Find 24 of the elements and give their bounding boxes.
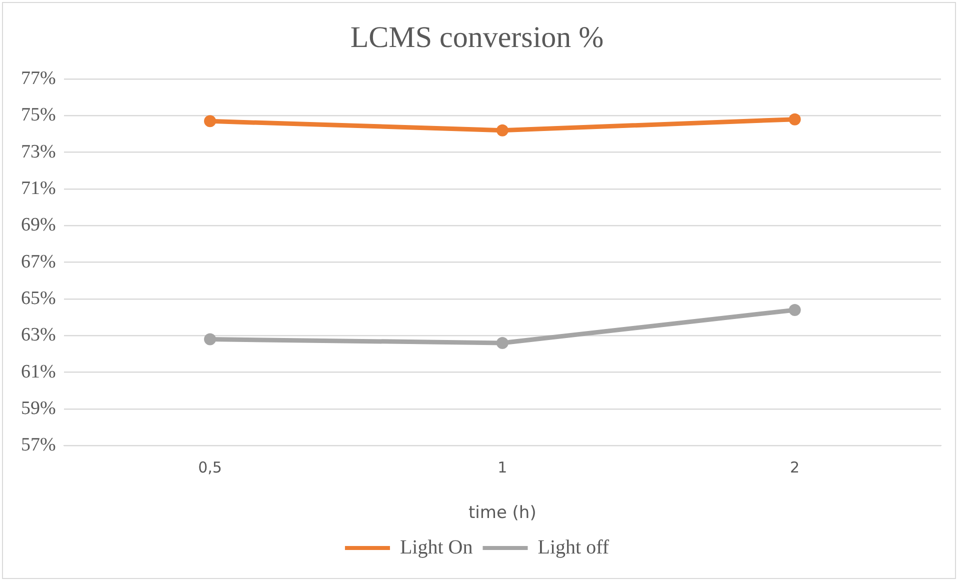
y-tick-label: 77% — [21, 68, 56, 89]
legend-label: Light off — [538, 536, 610, 558]
point — [788, 304, 801, 316]
y-tick-label: 63% — [21, 324, 56, 346]
y-tick-label: 59% — [21, 398, 56, 419]
point — [204, 115, 216, 128]
legend-label: Light On — [400, 536, 473, 558]
y-tick-label: 67% — [21, 251, 56, 272]
chart-title: LCMS conversion % — [350, 20, 604, 54]
point — [496, 336, 508, 349]
y-tick-label: 65% — [21, 288, 56, 309]
x-tick-label: 2 — [790, 458, 800, 476]
x-axis-title: time (h) — [468, 503, 536, 524]
y-tick-label: 71% — [21, 178, 56, 199]
point — [204, 333, 216, 346]
y-tick-label: 57% — [21, 434, 56, 456]
point — [788, 113, 801, 126]
y-tick-label: 61% — [21, 361, 56, 382]
y-tick-label: 75% — [21, 104, 56, 126]
x-tick-label: 1 — [498, 458, 508, 476]
y-tick-label: 69% — [21, 214, 56, 236]
point — [496, 124, 508, 136]
y-tick-label: 73% — [21, 141, 56, 162]
x-tick-label: 0,5 — [198, 458, 222, 476]
